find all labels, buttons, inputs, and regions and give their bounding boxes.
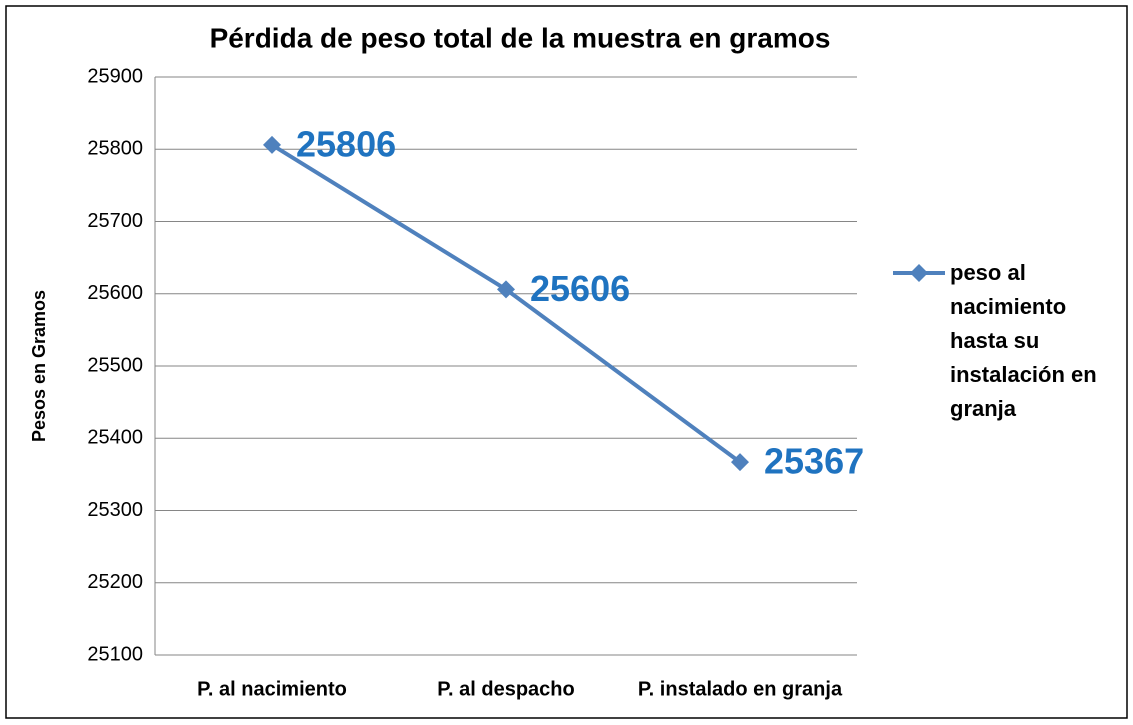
data-label: 25606	[530, 268, 630, 309]
y-tick-label: 25700	[87, 210, 143, 232]
y-tick-label: 25800	[87, 138, 143, 160]
y-tick-label: 25300	[87, 499, 143, 521]
point-marker	[731, 453, 749, 472]
y-tick-label: 25400	[87, 427, 143, 449]
y-tick-label: 25500	[87, 354, 143, 376]
y-tick-label: 25100	[87, 643, 143, 665]
chart-title: Pérdida de peso total de la muestra en g…	[210, 22, 831, 53]
series-line	[270, 143, 742, 464]
legend-marker	[910, 264, 928, 282]
y-tick-label: 25600	[87, 282, 143, 304]
legend-text: peso al nacimiento hasta su instalación …	[950, 260, 1097, 421]
x-tick-label: P. al nacimiento	[197, 678, 347, 700]
x-tick-label: P. al despacho	[437, 678, 574, 700]
point-marker	[497, 280, 515, 299]
y-tick-label: 25200	[87, 571, 143, 593]
chart-frame	[5, 5, 1128, 719]
data-label: 25806	[296, 123, 396, 164]
x-tick-label: P. instalado en granja	[638, 678, 843, 700]
y-tick-label: 25900	[87, 65, 143, 87]
point-marker	[263, 135, 281, 154]
data-label: 25367	[764, 441, 864, 482]
y-axis-label: Pesos en Gramos	[29, 290, 49, 442]
